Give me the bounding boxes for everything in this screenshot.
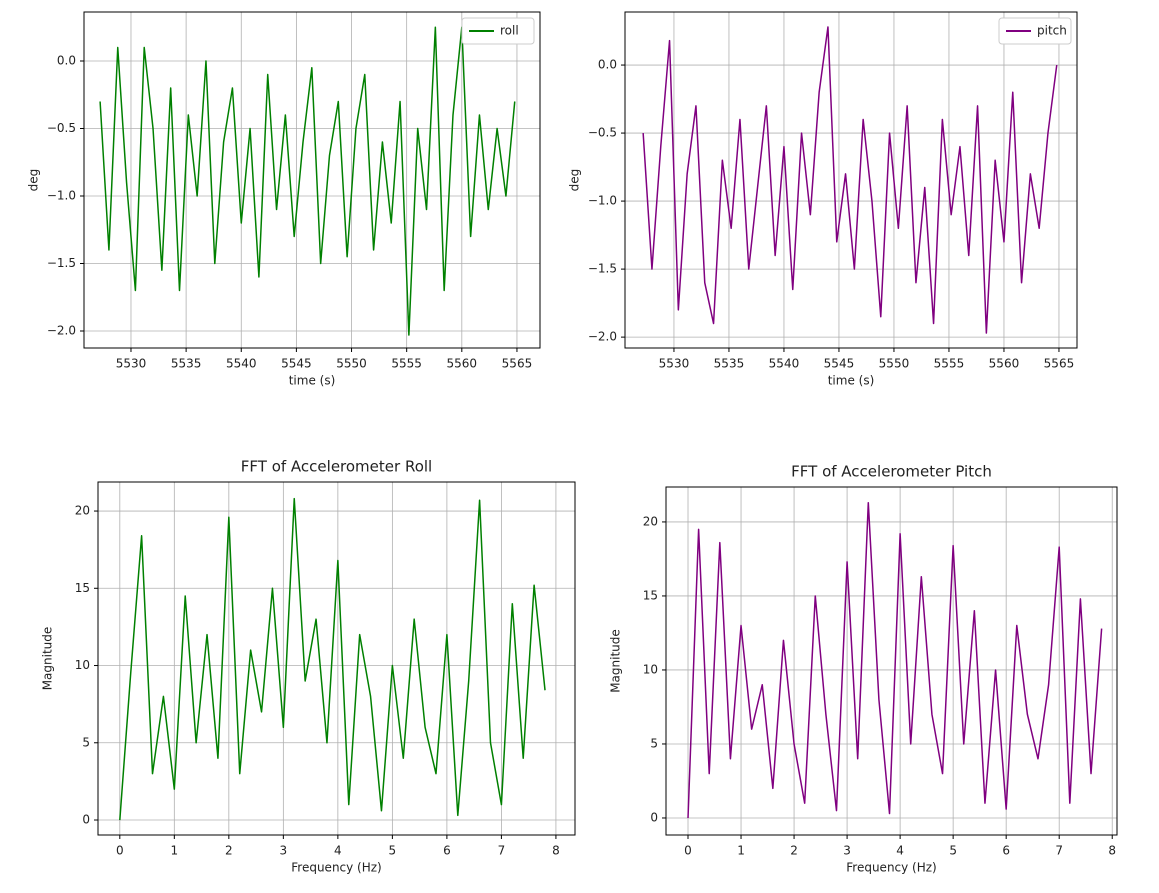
- y-tick-label: 0: [650, 810, 658, 824]
- data-line: [99, 26, 516, 336]
- x-tick-label: 3: [843, 844, 851, 858]
- x-tick-label: 4: [334, 844, 342, 858]
- y-tick-label: 0.0: [598, 58, 617, 72]
- x-tick-label: 0: [684, 844, 692, 858]
- x-tick-label: 0: [116, 844, 124, 858]
- x-tick-label: 5560: [989, 357, 1020, 371]
- subplot: 5530 5535 5540 5545 5550 5555 5560 5565 0.0 −0.5 −…: [568, 11, 1078, 388]
- x-tick-label: 5545: [824, 357, 855, 371]
- data-line: [119, 497, 546, 821]
- y-tick-label: −2.0: [47, 323, 76, 337]
- x-tick-label: 5555: [934, 357, 965, 371]
- x-axis-label: time (s): [289, 374, 336, 388]
- x-tick-label: 2: [790, 844, 798, 858]
- y-tick-label: 15: [643, 588, 658, 602]
- plot-area: [642, 26, 1058, 334]
- x-tick-label: 5555: [391, 357, 422, 371]
- x-tick-label: 1: [737, 844, 745, 858]
- x-tick-label: 5: [949, 844, 957, 858]
- legend-box: [998, 17, 1072, 45]
- axes-frame: [83, 11, 541, 349]
- y-tick-label: 10: [643, 662, 658, 676]
- axes-frame: [665, 486, 1118, 836]
- data-line: [687, 501, 1103, 819]
- plot-area: [119, 497, 546, 821]
- y-tick-label: 5: [82, 735, 90, 749]
- x-tick-label: 6: [1002, 844, 1010, 858]
- x-tick-label: 8: [1108, 844, 1116, 858]
- legend-label: pitch: [1037, 24, 1067, 38]
- data-line: [642, 26, 1058, 334]
- y-tick-label: 10: [75, 658, 90, 672]
- y-axis-label: deg: [568, 169, 582, 192]
- x-tick-label: 5545: [281, 357, 312, 371]
- y-tick-label: 0.0: [57, 54, 76, 68]
- x-tick-label: 5550: [336, 357, 367, 371]
- y-tick-label: 0: [82, 813, 90, 827]
- x-tick-label: 5530: [659, 357, 690, 371]
- x-tick-label: 5540: [769, 357, 800, 371]
- chart-title: FFT of Accelerometer Pitch: [791, 463, 992, 481]
- axes-frame: [97, 481, 576, 836]
- x-tick-label: 5: [389, 844, 397, 858]
- x-tick-label: 3: [280, 844, 288, 858]
- y-tick-label: 20: [75, 504, 90, 518]
- axes-frame: [624, 11, 1078, 349]
- chart-title: FFT of Accelerometer Roll: [241, 458, 432, 476]
- x-tick-label: 2: [225, 844, 233, 858]
- y-axis-label: Magnitude: [609, 629, 623, 693]
- x-tick-label: 8: [552, 844, 560, 858]
- y-tick-label: 15: [75, 581, 90, 595]
- x-tick-label: 7: [498, 844, 506, 858]
- x-tick-label: 5535: [171, 357, 202, 371]
- x-tick-label: 5565: [502, 357, 533, 371]
- legend-box: [461, 17, 535, 45]
- y-axis-label: Magnitude: [41, 627, 55, 691]
- y-axis-label: deg: [27, 169, 41, 192]
- y-tick-label: −1.5: [588, 262, 617, 276]
- x-tick-label: 5535: [714, 357, 745, 371]
- x-axis-label: time (s): [828, 374, 875, 388]
- y-tick-label: −0.5: [588, 126, 617, 140]
- y-tick-label: −1.5: [47, 256, 76, 270]
- y-tick-label: −2.0: [588, 330, 617, 344]
- legend-label: roll: [500, 24, 519, 38]
- subplot: 0 1 2 3 4 5 6 7 8 0 5 10 15 20 FFT of Accelerometer Ro…: [41, 458, 576, 875]
- y-tick-label: 20: [643, 514, 658, 528]
- y-tick-label: 5: [650, 736, 658, 750]
- x-axis-label: Frequency (Hz): [846, 861, 937, 875]
- x-tick-label: 5540: [226, 357, 257, 371]
- plot-area: [687, 501, 1103, 819]
- x-tick-label: 5530: [116, 357, 147, 371]
- x-tick-label: 6: [443, 844, 451, 858]
- y-tick-label: −1.0: [588, 194, 617, 208]
- subplot: 0 1 2 3 4 5 6 7 8 0 5 10 15 20 FFT of Accelerometer Pi…: [609, 463, 1118, 875]
- x-tick-label: 1: [170, 844, 178, 858]
- x-tick-label: 5565: [1044, 357, 1075, 371]
- subplot: 5530 5535 5540 5545 5550 5555 5560 5565 0.0 −0.5 −…: [27, 11, 541, 388]
- x-tick-label: 5550: [879, 357, 910, 371]
- y-tick-label: −1.0: [47, 188, 76, 202]
- x-tick-label: 7: [1055, 844, 1063, 858]
- y-tick-label: −0.5: [47, 121, 76, 135]
- x-tick-label: 5560: [447, 357, 478, 371]
- x-axis-label: Frequency (Hz): [291, 861, 382, 875]
- x-tick-label: 4: [896, 844, 904, 858]
- plot-area: [99, 26, 516, 336]
